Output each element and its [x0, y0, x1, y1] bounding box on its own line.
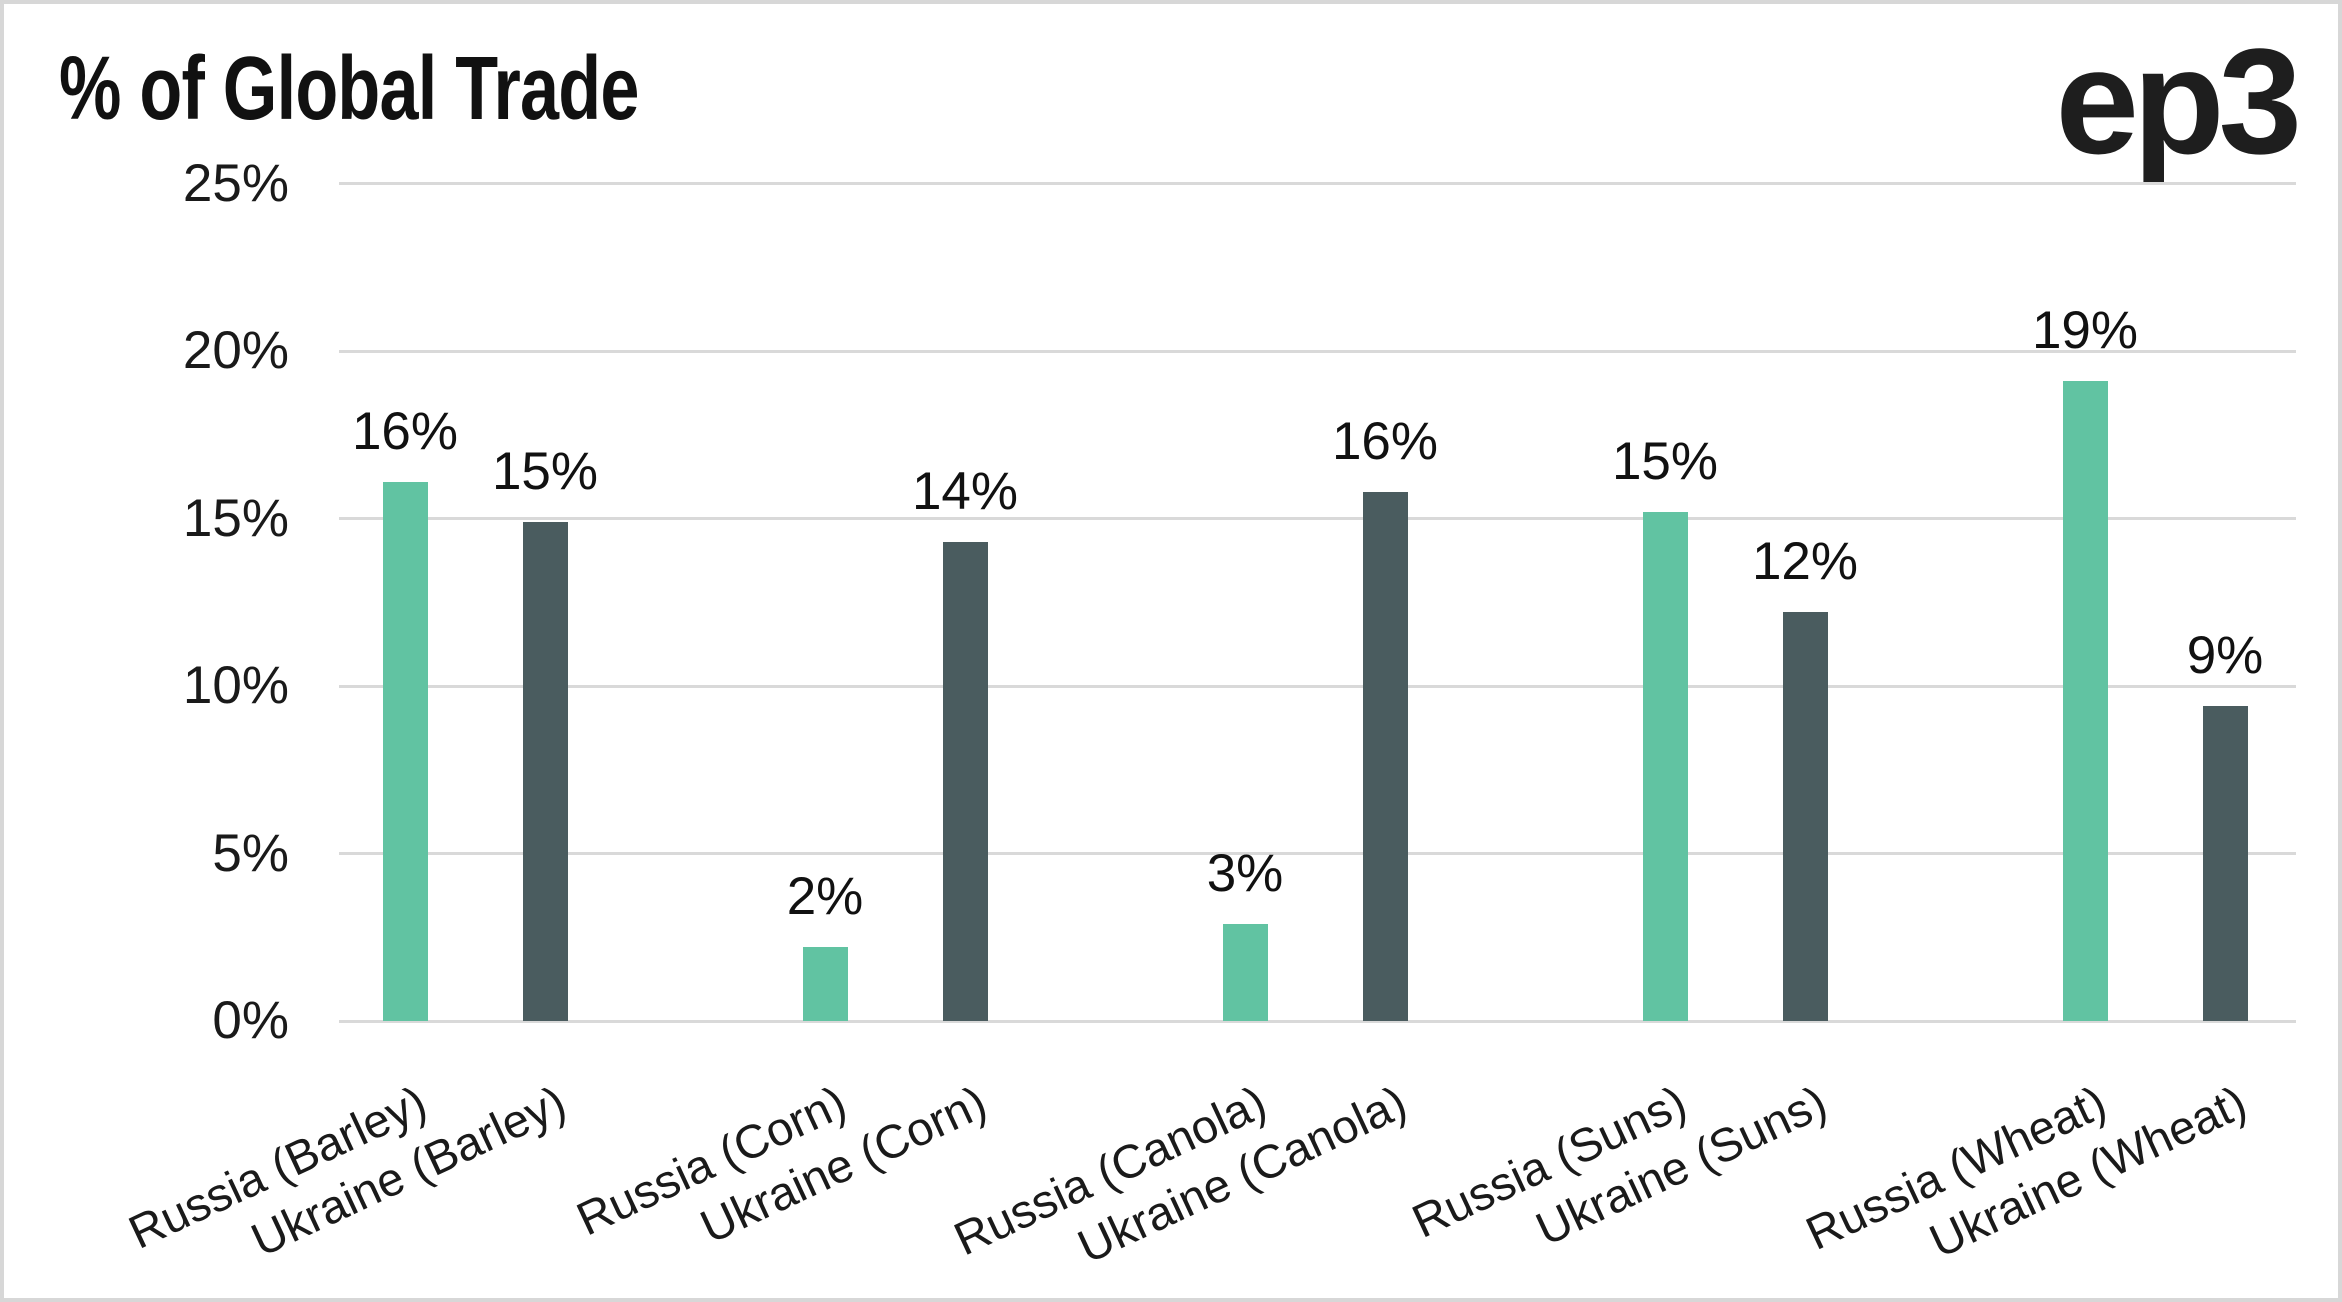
bar-value-label: 19%	[2031, 301, 2139, 361]
bar	[522, 521, 568, 1021]
gridline	[339, 349, 2296, 353]
bar-value-label: 15%	[1611, 431, 1719, 491]
bar-value-label: 15%	[491, 441, 599, 501]
bar	[802, 947, 848, 1021]
bar	[1642, 511, 1688, 1021]
bar	[2062, 381, 2108, 1021]
bar	[382, 481, 428, 1021]
y-axis-tick-label: 10%	[182, 656, 289, 715]
gridline	[339, 517, 2296, 520]
bar-value-label: 14%	[911, 461, 1019, 521]
y-axis-tick-label: 20%	[182, 321, 289, 380]
y-axis-tick-label: 5%	[212, 823, 289, 883]
bar-value-label: 2%	[786, 867, 864, 927]
bar-value-label: 16%	[1331, 411, 1439, 471]
bar-value-label: 3%	[1206, 843, 1284, 903]
gridline	[339, 182, 2296, 185]
bar	[942, 541, 988, 1021]
gridline	[339, 852, 2296, 855]
bar	[1782, 612, 1828, 1021]
gridline	[339, 1019, 2296, 1023]
y-axis-tick-label: 0%	[212, 991, 289, 1050]
plot-area: 0% 5% 10% 15% 20% 25% 16% Russia (Barley) 15% Ukr…	[4, 4, 2338, 1298]
ep3-logo: ep3	[2055, 17, 2302, 185]
bar-value-label: 16%	[351, 401, 459, 461]
bar	[1222, 923, 1268, 1021]
y-axis-tick-label: 15%	[182, 488, 289, 548]
bar-value-label: 12%	[1751, 532, 1859, 592]
chart-title: % of Global Trade	[59, 39, 639, 139]
gridline	[339, 684, 2296, 688]
y-axis-tick-label: 25%	[182, 153, 289, 213]
bar	[2202, 706, 2248, 1021]
bar-value-label: 9%	[2186, 626, 2264, 686]
bar	[1362, 491, 1408, 1021]
